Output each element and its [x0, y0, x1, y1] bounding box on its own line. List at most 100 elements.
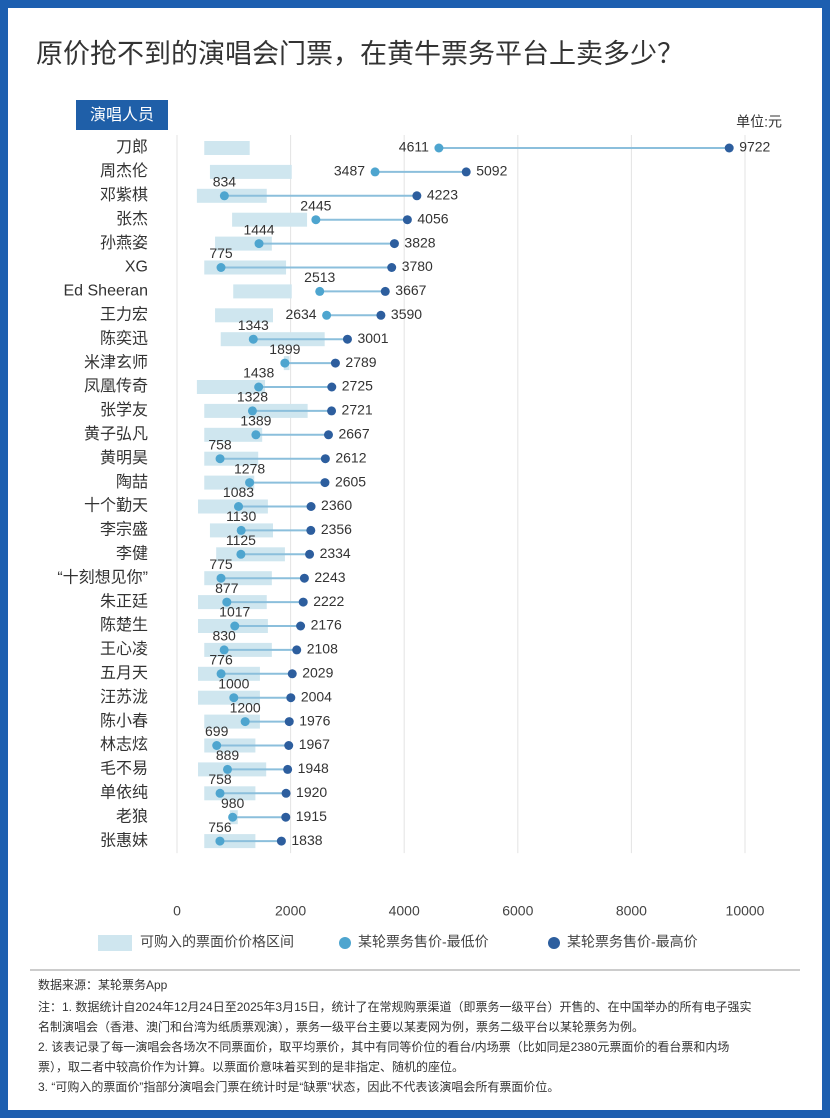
- max-dot: [402, 215, 412, 225]
- category-label: 黄子弘凡: [84, 425, 148, 443]
- x-tick-label: 8000: [616, 903, 647, 919]
- max-dot: [306, 502, 316, 511]
- min-dot: [248, 334, 258, 344]
- min-dot: [245, 478, 255, 488]
- min-dot: [215, 788, 225, 798]
- min-label: 2634: [285, 306, 316, 322]
- min-label: 1444: [243, 221, 274, 237]
- min-dot: [219, 191, 229, 201]
- min-label: 877: [215, 580, 239, 596]
- min-dot: [216, 263, 226, 272]
- max-label: 2356: [321, 521, 352, 537]
- category-label: 陈小春: [100, 712, 148, 730]
- max-dot: [380, 286, 390, 296]
- legend-label: 某轮票务售价-最低价: [358, 934, 489, 950]
- min-label: 758: [208, 771, 232, 787]
- max-dot: [276, 836, 286, 846]
- min-label: 776: [209, 652, 233, 668]
- category-label: 林志炫: [100, 736, 148, 754]
- note-line: 名制演唱会（香港、澳门和台湾为纸质票观演），票务一级平台主要以某麦网为例，票务二…: [38, 1019, 644, 1034]
- price-range: [196, 380, 266, 394]
- category-label: “十刻想见你”: [57, 568, 148, 586]
- min-label: 756: [208, 819, 232, 835]
- category-label: 十个勤天: [84, 497, 148, 515]
- category-label: 单依纯: [100, 784, 148, 802]
- min-dot: [240, 717, 250, 727]
- max-dot: [342, 334, 352, 344]
- max-dot: [286, 693, 296, 703]
- note-line: 2. 该表记录了每一演唱会各场次不同票面价，取平均票价，其中有同等价位的看台/内…: [38, 1039, 729, 1054]
- min-dot: [280, 358, 290, 368]
- max-dot: [327, 406, 337, 416]
- category-label: 陈楚生: [100, 616, 148, 634]
- min-dot: [212, 741, 222, 750]
- x-tick-label: 10000: [726, 903, 765, 919]
- legend-swatch: [98, 935, 132, 951]
- min-label: 1125: [226, 532, 256, 548]
- max-label: 3590: [391, 306, 422, 322]
- min-dot: [216, 573, 226, 583]
- max-dot: [292, 645, 302, 655]
- max-label: 3828: [404, 234, 435, 250]
- max-dot: [298, 597, 308, 607]
- category-label: 米津玄师: [84, 353, 148, 371]
- category-label: 五月天: [100, 665, 148, 682]
- note-line: 注：1. 数据统计自2024年12月24日至2025年3月15日，统计了在常规购…: [38, 999, 751, 1014]
- max-dot: [323, 430, 333, 440]
- min-dot: [216, 669, 226, 679]
- min-dot: [311, 215, 321, 225]
- max-label: 1920: [296, 784, 327, 800]
- max-label: 1915: [296, 808, 327, 824]
- category-label: 张惠妹: [100, 831, 148, 849]
- max-label: 2004: [301, 688, 332, 704]
- max-label: 4223: [427, 187, 458, 203]
- min-label: 699: [205, 723, 229, 739]
- min-label: 834: [213, 174, 237, 190]
- max-label: 3780: [402, 258, 433, 274]
- price-range: [204, 475, 255, 490]
- max-dot: [281, 788, 291, 798]
- min-dot: [254, 239, 264, 249]
- min-label: 1343: [238, 317, 269, 333]
- category-label: 凤凰传奇: [84, 377, 148, 395]
- source: 数据来源：某轮票务App: [38, 977, 168, 992]
- category-label: 李宗盛: [100, 521, 148, 539]
- min-dot: [215, 836, 225, 846]
- min-label: 1389: [240, 413, 271, 429]
- category-label: 孙燕姿: [100, 234, 148, 252]
- category-label: 朱正廷: [100, 592, 148, 610]
- min-label: 2445: [300, 197, 331, 213]
- min-label: 1083: [223, 484, 254, 500]
- max-label: 3001: [357, 330, 388, 346]
- max-label: 2222: [313, 593, 344, 609]
- min-dot: [222, 764, 232, 774]
- min-dot: [434, 143, 444, 153]
- max-label: 5092: [476, 163, 507, 179]
- category-label: 毛不易: [100, 760, 148, 778]
- label-box: [76, 100, 168, 130]
- min-dot: [222, 597, 232, 607]
- note-line: 3. “可购入的票面价”指部分演唱会门票在统计时是“缺票”状态，因此不代表该演唱…: [38, 1079, 559, 1094]
- unit-label: 单位:元: [736, 114, 782, 130]
- max-dot: [283, 764, 293, 774]
- category-label: 王力宏: [100, 306, 148, 324]
- category-label: 汪苏泷: [100, 688, 148, 706]
- category-label: 陶喆: [116, 473, 148, 491]
- category-label: 邓紫棋: [100, 186, 148, 204]
- max-label: 9722: [739, 139, 770, 155]
- category-label: 周杰伦: [100, 162, 148, 180]
- max-dot: [306, 525, 316, 535]
- min-dot: [322, 310, 332, 320]
- max-label: 2789: [345, 354, 376, 370]
- max-label: 2029: [302, 665, 333, 681]
- min-dot: [229, 693, 239, 703]
- max-dot: [376, 310, 386, 320]
- price-range: [204, 141, 250, 155]
- max-label: 2176: [311, 617, 342, 633]
- min-label: 1200: [230, 699, 261, 715]
- max-dot: [320, 454, 330, 464]
- min-dot: [315, 286, 325, 296]
- max-dot: [287, 669, 297, 679]
- category-label: 陈奕迅: [100, 329, 148, 347]
